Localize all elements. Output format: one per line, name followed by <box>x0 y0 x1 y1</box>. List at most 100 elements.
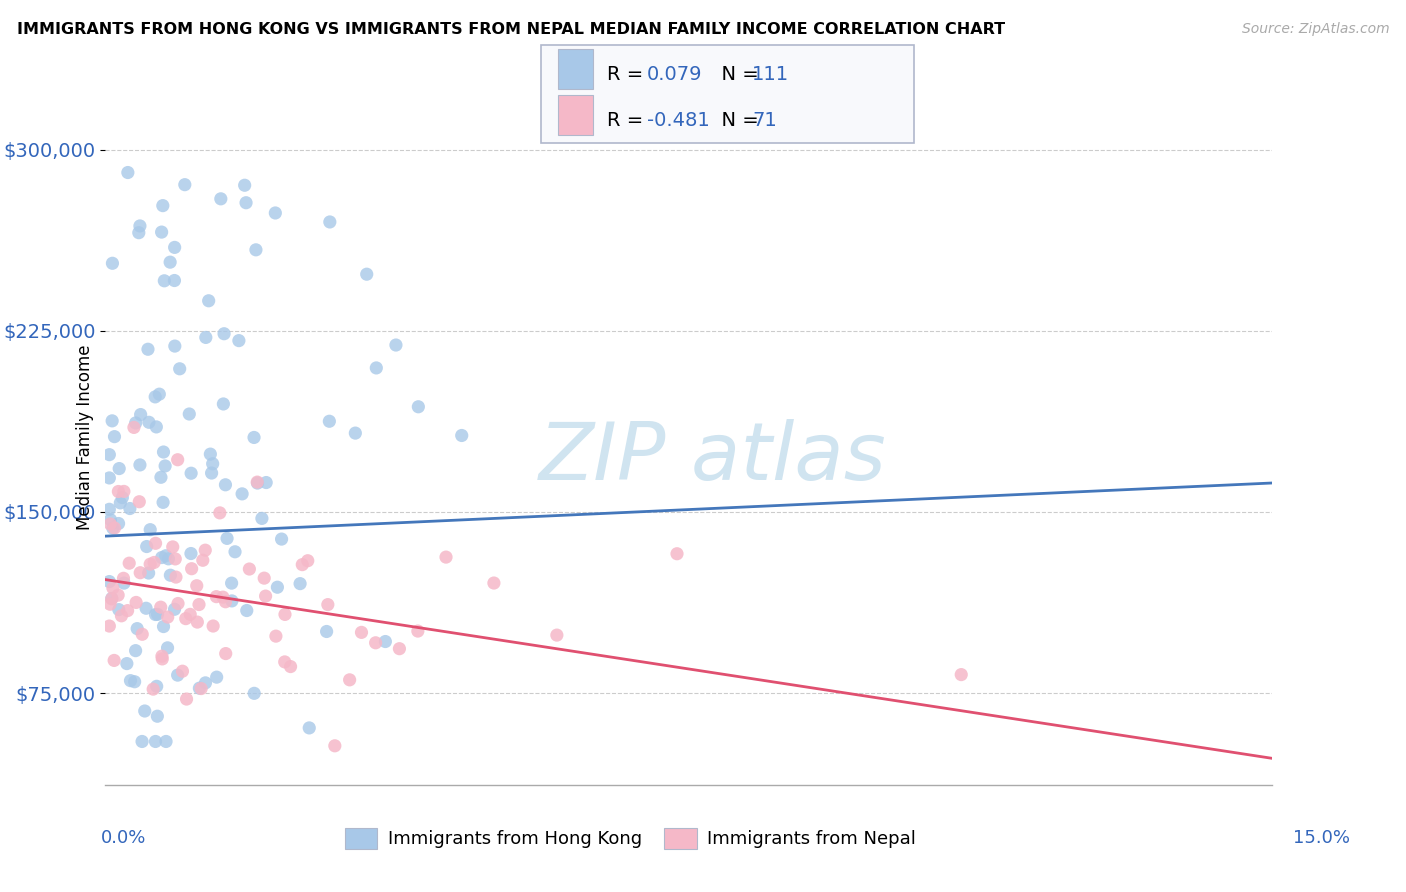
Point <box>152 199 174 213</box>
Point <box>179 407 201 421</box>
Point <box>165 570 187 584</box>
Point <box>215 647 238 661</box>
Point <box>142 682 165 697</box>
Point <box>174 612 197 626</box>
Point <box>274 655 297 669</box>
Point <box>98 597 121 611</box>
Point <box>120 673 142 688</box>
Point <box>350 625 373 640</box>
Point <box>172 664 194 678</box>
Text: ZIP atlas: ZIP atlas <box>538 419 886 497</box>
Point <box>153 458 176 473</box>
Point <box>98 471 121 485</box>
Point <box>236 603 259 617</box>
Point <box>146 607 169 622</box>
Point <box>339 673 361 687</box>
Y-axis label: Median Family Income: Median Family Income <box>76 344 94 530</box>
Point <box>117 165 139 179</box>
Point <box>666 547 689 561</box>
Point <box>134 704 156 718</box>
Point <box>149 600 172 615</box>
Point <box>950 667 973 681</box>
Point <box>291 558 314 572</box>
Point <box>98 619 121 633</box>
Text: IMMIGRANTS FROM HONG KONG VS IMMIGRANTS FROM NEPAL MEDIAN FAMILY INCOME CORRELAT: IMMIGRANTS FROM HONG KONG VS IMMIGRANTS … <box>17 22 1005 37</box>
Text: R =: R = <box>607 64 650 84</box>
Point <box>129 566 152 580</box>
Point <box>344 426 367 441</box>
Text: R =: R = <box>607 111 650 129</box>
Point <box>124 416 146 430</box>
Point <box>180 562 202 576</box>
Point <box>166 452 188 467</box>
Point <box>108 461 131 475</box>
Point <box>135 540 157 554</box>
Text: N =: N = <box>709 111 765 129</box>
Point <box>194 330 217 344</box>
Point <box>162 540 184 554</box>
Point <box>117 604 139 618</box>
Point <box>315 624 337 639</box>
Point <box>129 458 152 472</box>
Point <box>103 430 125 444</box>
Point <box>191 553 214 567</box>
Point <box>190 681 212 696</box>
Point <box>202 619 225 633</box>
Point <box>364 636 387 650</box>
Point <box>128 226 150 240</box>
Point <box>98 448 121 462</box>
Point <box>152 619 174 633</box>
Point <box>245 243 267 257</box>
Point <box>148 387 170 401</box>
Point <box>98 502 121 516</box>
Point <box>131 734 153 748</box>
Point <box>159 568 181 582</box>
Point <box>165 552 187 566</box>
Point <box>152 495 174 509</box>
Point <box>135 601 157 615</box>
Point <box>246 475 269 489</box>
Point <box>385 338 408 352</box>
Point <box>280 659 302 673</box>
Point <box>264 629 287 643</box>
Point <box>145 679 167 693</box>
Point <box>212 397 235 411</box>
Point <box>101 581 124 595</box>
Point <box>150 652 173 666</box>
Point <box>264 206 287 220</box>
Point <box>139 557 162 571</box>
Point <box>215 532 238 546</box>
Point <box>150 225 173 239</box>
Point <box>100 591 122 606</box>
Point <box>243 430 266 444</box>
Text: Source: ZipAtlas.com: Source: ZipAtlas.com <box>1241 22 1389 37</box>
Point <box>270 532 292 546</box>
Point <box>231 487 253 501</box>
Point <box>118 501 141 516</box>
Point <box>103 653 125 667</box>
Point <box>167 597 190 611</box>
Point <box>238 562 260 576</box>
Point <box>188 598 211 612</box>
Text: 111: 111 <box>752 64 789 84</box>
Point <box>406 624 429 638</box>
Point <box>297 554 319 568</box>
Point <box>129 408 152 422</box>
Point <box>212 326 235 341</box>
Point <box>388 641 411 656</box>
Point <box>176 692 198 706</box>
Point <box>205 590 228 604</box>
Point <box>146 709 169 723</box>
Point <box>101 521 124 535</box>
Point <box>103 521 125 535</box>
Point <box>129 219 152 233</box>
Point <box>98 516 121 531</box>
Legend: Immigrants from Hong Kong, Immigrants from Nepal: Immigrants from Hong Kong, Immigrants fr… <box>337 821 924 856</box>
Point <box>138 415 160 429</box>
Point <box>155 549 177 563</box>
Point <box>163 240 186 254</box>
Point <box>374 634 396 648</box>
Point <box>124 674 146 689</box>
Point <box>200 447 222 461</box>
Point <box>179 607 201 622</box>
